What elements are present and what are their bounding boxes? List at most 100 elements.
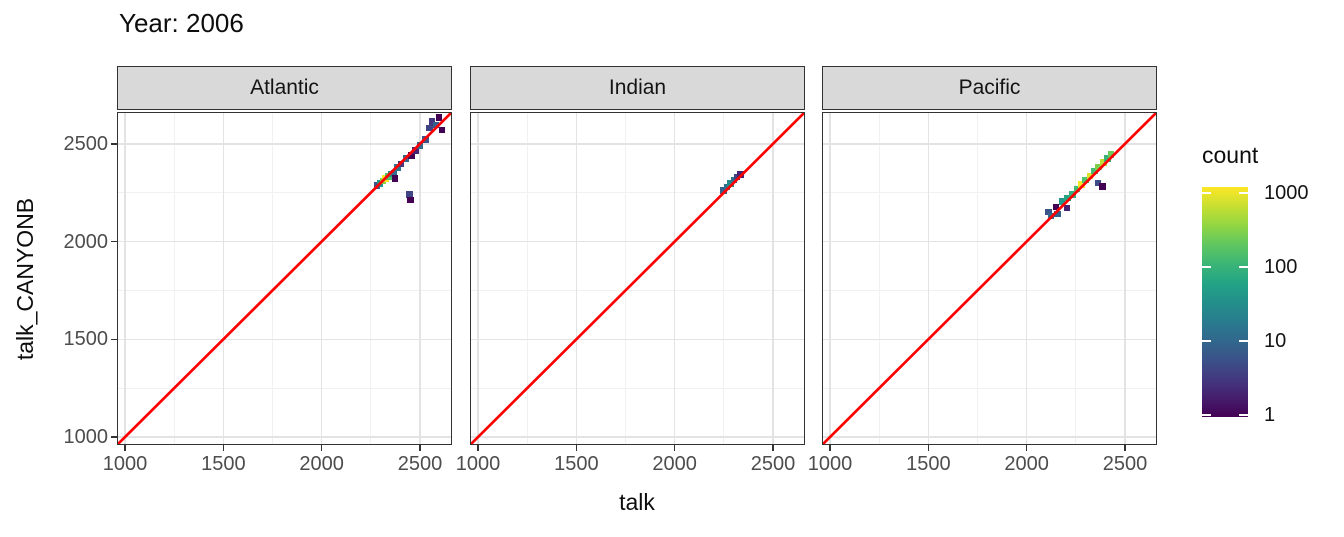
- y-tick-label: 1500: [63, 328, 109, 351]
- heatmap-tile: [723, 183, 731, 191]
- grid-major-v: [829, 112, 831, 445]
- heatmap-tile: [412, 147, 419, 154]
- x-tick-mark: [1124, 445, 1126, 451]
- heatmap-tile: [1054, 210, 1061, 218]
- heatmap-tile: [1078, 181, 1085, 188]
- grid-major-v: [222, 112, 224, 445]
- y-tick-mark: [111, 143, 117, 145]
- legend-tick-mark: [1239, 192, 1248, 194]
- x-tick-mark: [124, 445, 126, 451]
- x-tick-mark: [419, 445, 421, 451]
- x-tick-mark: [1025, 445, 1028, 451]
- grid-minor-v: [625, 112, 626, 445]
- grid-major-v: [927, 112, 929, 445]
- y-tick-label: 2500: [63, 132, 109, 155]
- x-tick-mark: [829, 445, 831, 451]
- grid-minor-v: [526, 112, 528, 445]
- grid-minor-h: [470, 289, 805, 291]
- heatmap-tile: [1058, 198, 1066, 205]
- x-tick-mark: [927, 445, 930, 451]
- heatmap-tile: [407, 196, 414, 204]
- legend-colorbar: [1202, 187, 1248, 417]
- x-tick-mark: [575, 445, 578, 451]
- facet-strip-label: Indian: [608, 76, 667, 99]
- x-tick-label: 2500: [750, 453, 796, 475]
- grid-major-h: [117, 240, 452, 243]
- grid-minor-h: [822, 289, 1157, 291]
- facet-strip-label: Pacific: [958, 76, 1021, 99]
- grid-major-h: [822, 436, 1157, 438]
- facet-strip: Atlantic: [117, 66, 452, 110]
- grid-major-v: [772, 112, 774, 445]
- heatmap-tile: [1069, 191, 1076, 198]
- heatmap-tile: [390, 169, 398, 177]
- legend-tick-label: 100: [1264, 256, 1298, 278]
- x-tick-mark: [320, 445, 323, 451]
- legend-tick-label: 1: [1264, 404, 1276, 426]
- grid-major-v: [477, 112, 479, 445]
- grid-minor-h: [470, 192, 805, 194]
- heatmap-tile: [727, 180, 734, 187]
- heatmap-tile: [428, 118, 435, 125]
- x-tick-label: 2000: [299, 453, 344, 475]
- heatmap-tile: [1082, 176, 1089, 184]
- grid-major-v: [674, 112, 676, 445]
- heatmap-tile: [720, 187, 727, 194]
- legend-tick-mark: [1202, 266, 1211, 268]
- x-tick-mark: [673, 445, 676, 451]
- y-tick-mark: [111, 338, 117, 341]
- heatmap-tile: [1104, 155, 1111, 162]
- grid-major-h: [470, 240, 805, 243]
- grid-major-h: [117, 338, 452, 340]
- legend-tick-mark: [1239, 340, 1248, 342]
- legend-tick-mark: [1239, 414, 1248, 416]
- grid-minor-v: [370, 112, 372, 445]
- heatmap-tile: [1073, 185, 1081, 193]
- y-tick-mark: [111, 240, 117, 243]
- x-tick-label: 2000: [1004, 453, 1049, 475]
- x-tick-mark: [477, 445, 479, 451]
- grid-major-h: [117, 436, 452, 438]
- facet-panel: [822, 112, 1157, 445]
- grid-minor-h: [117, 387, 452, 389]
- grid-minor-v: [1075, 112, 1077, 445]
- grid-minor-v: [977, 112, 978, 445]
- heatmap-tile: [391, 175, 399, 182]
- heatmap-tile: [1095, 163, 1102, 171]
- identity-line: [117, 112, 452, 445]
- legend-tick-mark: [1202, 340, 1211, 342]
- y-tick-mark: [111, 436, 117, 438]
- x-tick-mark: [772, 445, 774, 451]
- y-axis-title: talk_CANYONB: [12, 197, 38, 361]
- heatmap-tile: [1100, 159, 1107, 166]
- heatmap-tile: [1064, 194, 1071, 202]
- heatmap-tile: [1094, 179, 1102, 187]
- grid-major-h: [822, 240, 1157, 243]
- grid-major-v: [419, 112, 421, 445]
- grid-major-h: [470, 436, 805, 438]
- legend-tick-label: 10: [1264, 330, 1287, 352]
- heatmap-tile: [1052, 203, 1059, 211]
- x-tick-mark: [222, 445, 225, 451]
- heatmap-tile: [1063, 204, 1071, 212]
- y-tick-label: 1000: [63, 425, 109, 448]
- grid-major-h: [117, 143, 452, 145]
- grid-major-v: [1124, 112, 1126, 445]
- facet-panel: [470, 112, 805, 445]
- grid-major-h: [470, 143, 805, 145]
- x-tick-label: 1000: [102, 453, 148, 475]
- grid-minor-h: [117, 192, 452, 194]
- y-tick-label: 2000: [63, 230, 109, 253]
- grid-major-v: [1026, 112, 1028, 445]
- legend-tick-mark: [1202, 192, 1211, 194]
- grid-minor-h: [822, 192, 1157, 194]
- x-axis-title: talk: [619, 489, 655, 515]
- heatmap-tile: [1099, 183, 1106, 190]
- x-tick-label: 1000: [455, 453, 501, 475]
- heatmap-tile: [1045, 208, 1052, 216]
- grid-minor-h: [470, 387, 805, 389]
- x-tick-label: 1500: [201, 453, 246, 475]
- facet-strip: Pacific: [822, 66, 1157, 110]
- x-tick-label: 2000: [652, 453, 697, 475]
